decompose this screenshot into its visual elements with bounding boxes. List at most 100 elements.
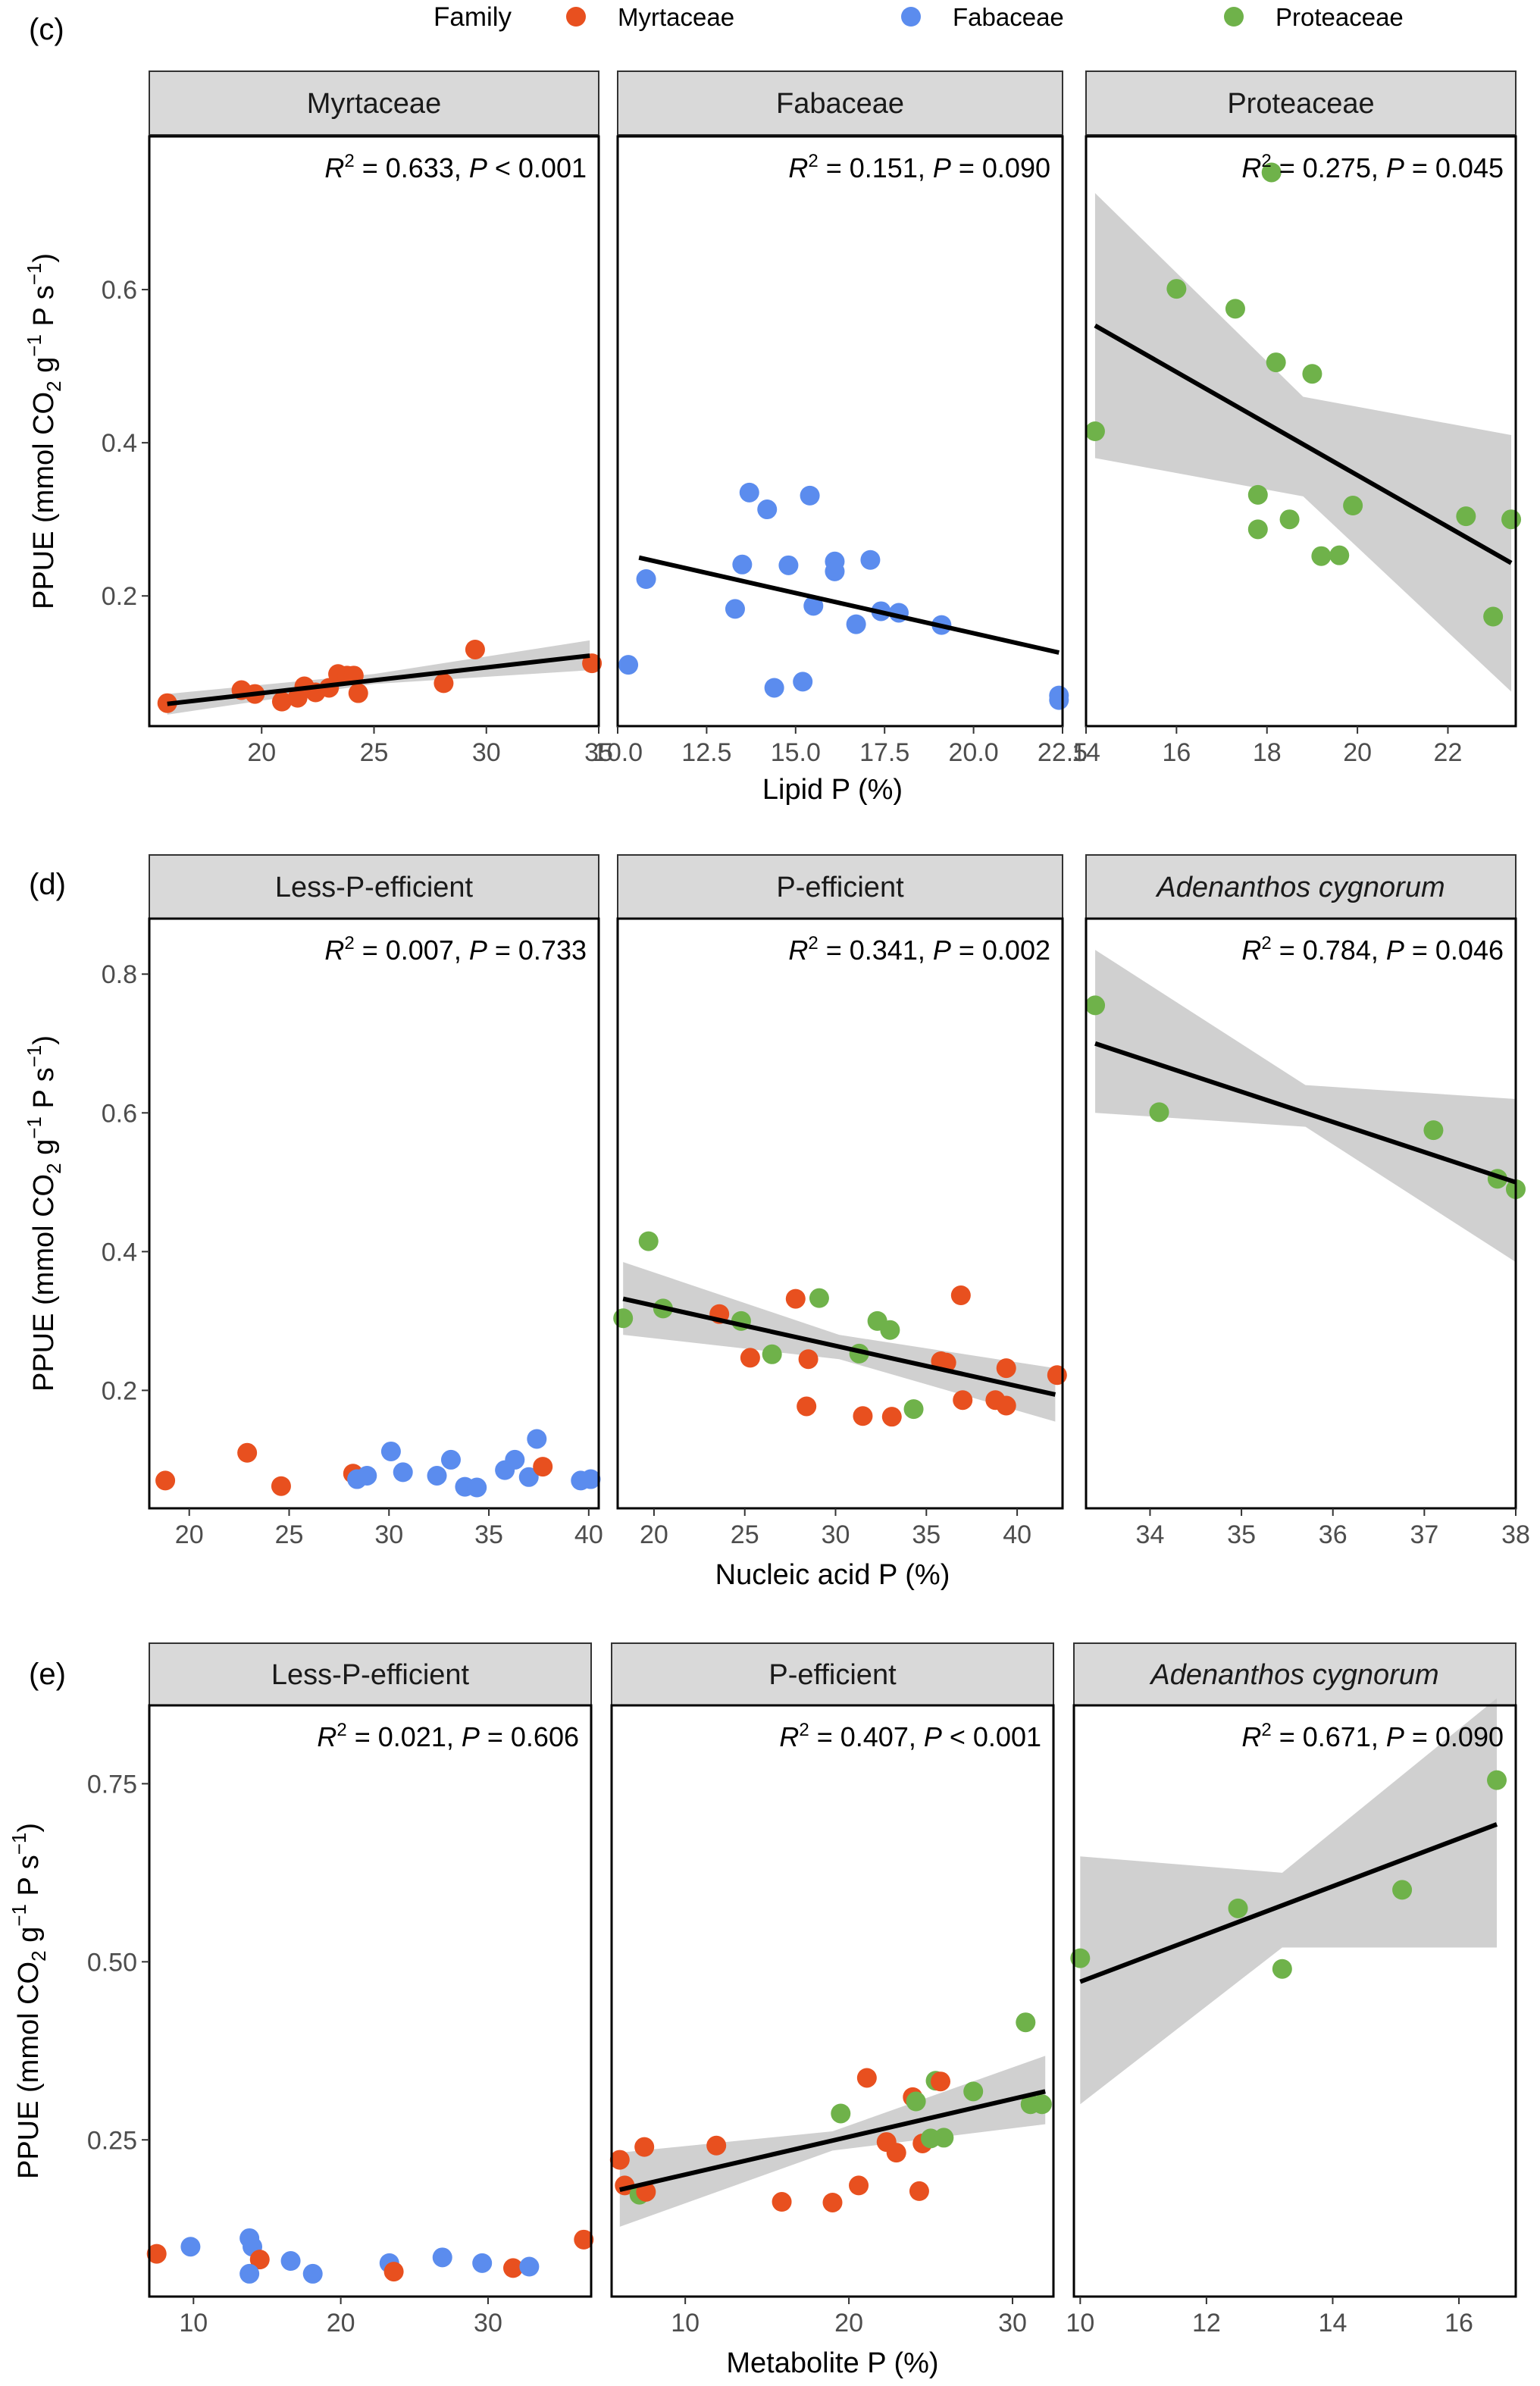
data-point-12 — [886, 2143, 906, 2163]
facet-strip-label: Adenanthos cygnorum — [1149, 1659, 1438, 1691]
data-point-19 — [950, 1285, 971, 1306]
chart-row-0: (c) PPUE (mmol CO2 g−1 P s−1) Lipid P (%) M… — [23, 13, 1522, 806]
stat-annotation: R2 = 0.341, P = 0.002 — [788, 933, 1050, 966]
x-tick-label: 22 — [1434, 738, 1463, 767]
facet-strip-label: Less-P-efficient — [275, 872, 474, 903]
facet-strip-label: Less-P-efficient — [271, 1659, 470, 1691]
x-tick-label: 22.5 — [1038, 738, 1088, 767]
data-point-5 — [357, 1465, 377, 1486]
data-point-20 — [934, 2128, 954, 2148]
y-tick-label: 0.8 — [102, 960, 137, 989]
x-tick-label: 25 — [360, 738, 389, 767]
stat-annotation: R2 = 0.633, P < 0.001 — [324, 151, 587, 183]
data-point-1 — [636, 569, 656, 590]
data-point-19 — [1049, 690, 1069, 710]
facet-strip — [617, 854, 1063, 919]
x-tick-label: 25 — [275, 1520, 304, 1549]
stat-annotation: R2 = 0.671, P = 0.090 — [1241, 1720, 1504, 1752]
data-point-0 — [1085, 995, 1106, 1016]
panel-label: (d) — [29, 868, 66, 901]
facet-strip-label: Fabaceae — [776, 88, 904, 120]
plot-border — [148, 1704, 593, 2298]
data-point-10 — [1329, 545, 1350, 565]
data-point-14 — [860, 550, 881, 570]
data-point-6 — [280, 2251, 301, 2272]
x-tick-label: 12 — [1192, 2309, 1221, 2337]
data-point-4 — [249, 2250, 270, 2270]
data-point-7 — [302, 2263, 323, 2284]
y-axis-label: PPUE (mmol CO2 g−1 P s−1) — [8, 1823, 50, 2179]
y-tick-label: 0.6 — [102, 276, 137, 305]
data-point-19 — [931, 2071, 951, 2092]
data-point-12 — [434, 673, 454, 694]
data-point-5 — [757, 499, 778, 520]
y-tick-label: 0.2 — [102, 582, 137, 611]
data-point-1 — [237, 1442, 258, 1463]
x-tick-label: 34 — [1136, 1520, 1165, 1549]
data-point-14 — [574, 2229, 594, 2250]
data-point-4 — [739, 482, 759, 503]
data-point-11 — [472, 2253, 493, 2273]
facet-strip — [149, 1642, 592, 1706]
data-point-9 — [849, 2175, 869, 2196]
x-tick-label: 36 — [1319, 1520, 1348, 1549]
legend-label-2: Proteaceae — [1276, 3, 1404, 31]
data-point-6 — [764, 678, 784, 698]
y-axis-label: PPUE (mmol CO2 g−1 P s−1) — [23, 1035, 65, 1392]
x-tick-label: 35 — [474, 1520, 503, 1549]
data-point-8 — [427, 1465, 447, 1486]
x-tick-label: 35 — [912, 1520, 941, 1549]
data-point-14 — [518, 1467, 539, 1487]
x-axis-label: Lipid P (%) — [762, 774, 903, 806]
x-tick-label: 14 — [1319, 2309, 1348, 2337]
data-point-1 — [180, 2237, 201, 2257]
facet-strip — [149, 70, 599, 136]
y-tick-label: 0.4 — [102, 1238, 137, 1267]
stat-annotation: R2 = 0.784, P = 0.046 — [1241, 933, 1504, 966]
regression-line — [1094, 1041, 1517, 1185]
data-point-12 — [503, 2258, 524, 2278]
x-tick-label: 20 — [247, 738, 276, 767]
plot-border — [148, 917, 600, 1510]
x-tick-label: 20.0 — [949, 738, 999, 767]
facet-strip-label: P-efficient — [776, 872, 904, 903]
data-point-1 — [1166, 279, 1187, 299]
x-tick-label: 35 — [584, 738, 613, 767]
data-point-20 — [953, 1390, 973, 1411]
facet-adenanthos-cygnorum: Adenanthos cygnorum 10 12 14 16 R2 = 0.671, P… — [1066, 1642, 1517, 2337]
data-point-11 — [1343, 496, 1363, 516]
y-tick-label: 0.50 — [87, 1948, 137, 1977]
data-point-0 — [155, 1470, 176, 1491]
regression-line — [638, 555, 1060, 655]
x-tick-label: 16 — [1445, 2309, 1473, 2337]
confidence-band — [623, 1262, 1056, 1422]
data-point-23 — [996, 1395, 1016, 1416]
x-tick-label: 20 — [327, 2309, 355, 2337]
stat-annotation: R2 = 0.021, P = 0.606 — [317, 1720, 579, 1752]
data-point-14 — [906, 2091, 926, 2112]
data-point-12 — [1456, 506, 1476, 527]
facet-myrtaceae: Myrtaceae 20 25 30 35 0.2 0.4 0.6 R2 = 0.633, P … — [102, 70, 613, 767]
legend-key-1 — [901, 7, 921, 27]
data-point-6 — [1266, 352, 1286, 373]
data-point-13 — [846, 614, 866, 634]
x-tick-label: 10 — [671, 2309, 700, 2337]
data-point-9 — [1311, 546, 1332, 566]
data-point-9 — [383, 2262, 404, 2282]
x-tick-label: 14 — [1072, 738, 1100, 767]
data-point-13 — [1483, 606, 1504, 627]
regression-line — [1094, 323, 1513, 565]
data-point-10 — [803, 596, 824, 616]
regression-line — [1079, 1822, 1498, 1984]
stat-annotation: R2 = 0.007, P = 0.733 — [324, 933, 587, 966]
data-point-13 — [519, 2256, 540, 2277]
data-point-10 — [809, 1288, 829, 1308]
facet-strip-label: Adenanthos cygnorum — [1155, 872, 1445, 903]
plot-border — [610, 1704, 1055, 2298]
facet-less-p-efficient: Less-P-efficient 20 25 30 35 40 0.2 0.4 0.6 0.8 R2… — [102, 854, 603, 1549]
data-point-7 — [785, 1289, 806, 1309]
facet-strip — [611, 1642, 1054, 1706]
x-tick-label: 17.5 — [859, 738, 909, 767]
x-tick-label: 30 — [374, 1520, 403, 1549]
